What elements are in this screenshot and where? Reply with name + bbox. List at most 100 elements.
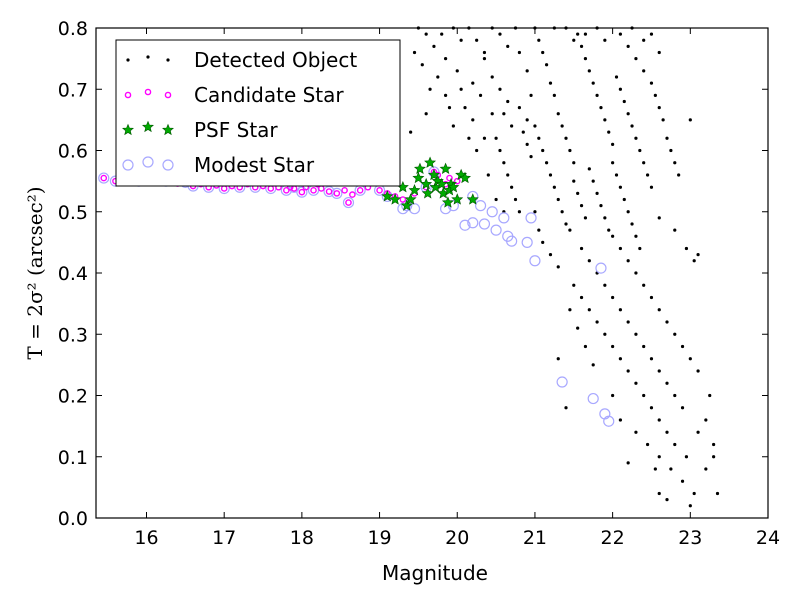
point-modest-star <box>521 236 533 248</box>
point-detected-object <box>645 173 650 177</box>
point-detected-object <box>692 491 696 496</box>
point-detected-object <box>556 197 560 202</box>
point-detected-object <box>447 106 452 110</box>
series-psf-star <box>381 156 479 211</box>
point-psf-star <box>381 190 394 202</box>
point-detected-object <box>459 87 463 91</box>
point-detected-object <box>502 161 506 165</box>
point-detected-object <box>649 185 654 189</box>
point-detected-object <box>544 161 549 165</box>
point-detected-object <box>622 197 626 202</box>
point-detected-object <box>591 363 595 367</box>
point-candidate-star <box>310 187 317 194</box>
point-detected-object <box>630 222 634 226</box>
point-detected-object <box>583 216 588 220</box>
point-detected-object <box>614 173 619 177</box>
point-modest-star <box>323 185 335 198</box>
point-detected-object <box>642 283 646 287</box>
point-detected-object <box>443 93 448 97</box>
point-modest-star <box>506 235 518 247</box>
point-detected-object <box>587 69 591 73</box>
point-detected-object <box>673 442 677 447</box>
point-detected-object <box>661 118 665 122</box>
series-detected-object <box>409 26 720 508</box>
point-detected-object <box>618 185 622 189</box>
point-detected-object <box>634 57 638 61</box>
y-tick-label: 0.6 <box>58 141 88 163</box>
point-detected-object <box>665 430 669 434</box>
x-tick-label: 17 <box>212 527 236 549</box>
point-psf-star <box>451 193 464 205</box>
point-candidate-star <box>376 187 383 194</box>
point-detected-object <box>669 467 673 471</box>
point-candidate-star <box>220 185 228 192</box>
point-detected-object <box>451 124 455 128</box>
point-detected-object <box>649 295 654 300</box>
point-psf-star <box>424 156 437 168</box>
point-psf-star <box>466 193 479 205</box>
point-detected-object <box>680 406 685 410</box>
point-detected-object <box>475 148 479 153</box>
point-detected-object <box>591 81 595 85</box>
point-detected-object <box>618 418 622 422</box>
point-detected-object <box>599 204 603 208</box>
point-detected-object <box>548 253 553 257</box>
x-tick-label: 20 <box>445 527 469 549</box>
point-detected-object <box>517 106 521 110</box>
point-candidate-star <box>446 174 453 182</box>
x-tick-label: 22 <box>601 527 625 549</box>
point-modest-star <box>354 184 366 196</box>
point-detected-object <box>684 455 689 459</box>
point-detected-object <box>579 295 584 300</box>
legend-marker-psf-star <box>162 123 174 136</box>
point-detected-object <box>482 50 487 55</box>
point-detected-object <box>529 93 533 97</box>
point-detected-object <box>611 161 615 165</box>
point-detected-object <box>572 38 576 42</box>
point-detected-object <box>634 234 638 238</box>
y-tick-label: 0.3 <box>58 324 88 346</box>
point-detected-object <box>537 228 541 232</box>
point-detected-object <box>568 228 572 232</box>
point-modest-star <box>587 392 599 405</box>
point-detected-object <box>626 320 630 324</box>
point-psf-star <box>389 193 402 205</box>
y-tick-label: 0.1 <box>58 447 88 469</box>
legend-marker-modest-star <box>142 156 154 168</box>
point-detected-object <box>618 357 622 361</box>
y-axis-label: T = 2σ² (arcsec²) <box>23 186 47 359</box>
point-detected-object <box>712 442 716 447</box>
point-detected-object <box>587 259 591 263</box>
point-detected-object <box>692 259 696 263</box>
point-detected-object <box>490 75 494 79</box>
point-detected-object <box>541 240 545 244</box>
point-detected-object <box>618 246 622 251</box>
point-detected-object <box>657 50 661 55</box>
point-detected-object <box>704 418 708 422</box>
point-detected-object <box>591 179 595 183</box>
point-detected-object <box>436 75 440 79</box>
point-detected-object <box>626 369 630 373</box>
point-detected-object <box>478 93 483 97</box>
point-detected-object <box>611 393 615 398</box>
point-detected-object <box>564 136 568 140</box>
y-tick-label: 0.5 <box>58 202 88 224</box>
point-detected-object <box>459 38 463 42</box>
point-detected-object <box>669 148 673 153</box>
legend-entry-candidate-star: Candidate Star <box>124 83 344 107</box>
point-detected-object <box>673 161 677 165</box>
point-detected-object <box>618 32 622 36</box>
point-detected-object <box>603 38 607 42</box>
point-psf-star <box>459 171 471 184</box>
point-modest-star <box>490 224 502 236</box>
point-detected-object <box>603 118 607 122</box>
point-candidate-star <box>399 196 407 203</box>
point-detected-object <box>657 106 661 110</box>
ticks-layer: 16 17 18 19 20 21 22 23 24 0.0 0.1 0.2 0.3 0.4 0.5 0.6 0… <box>58 18 780 549</box>
point-detected-object <box>630 124 634 128</box>
point-detected-object <box>649 406 654 410</box>
point-detected-object <box>506 173 510 177</box>
point-detected-object <box>611 142 615 146</box>
point-detected-object <box>498 32 502 36</box>
point-psf-star <box>447 180 460 193</box>
